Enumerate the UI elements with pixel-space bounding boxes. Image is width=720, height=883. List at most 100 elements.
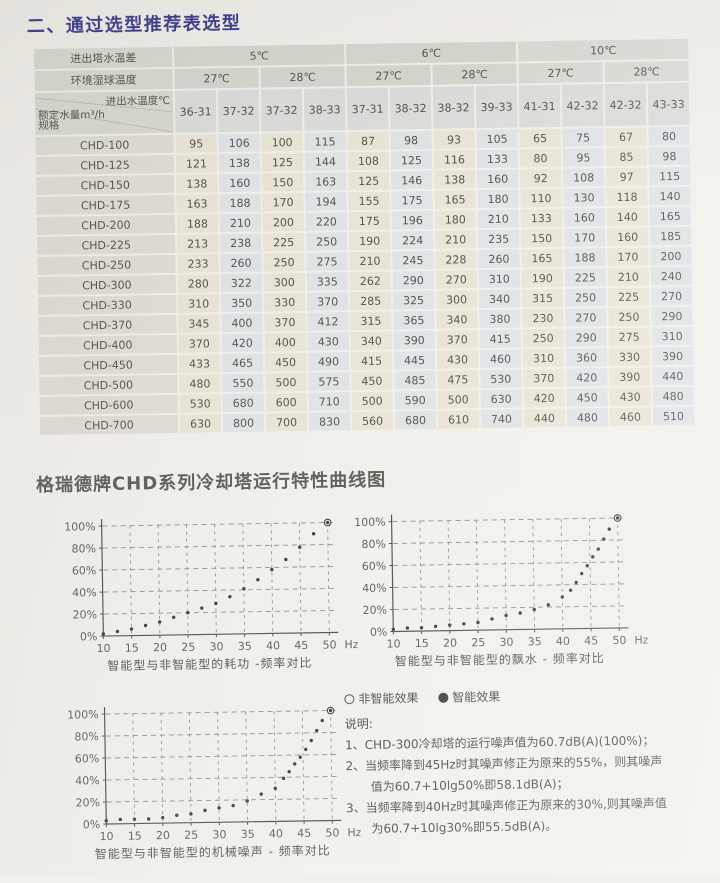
value-cell: 138 xyxy=(176,174,217,193)
inout-temp-cell: 42-32 xyxy=(562,84,604,127)
value-cell: 530 xyxy=(480,369,521,388)
model-cell: CHD-600 xyxy=(40,395,178,415)
value-cell: 630 xyxy=(481,389,522,408)
value-cell: 250 xyxy=(523,329,564,348)
svg-text:100%: 100% xyxy=(354,516,386,529)
inout-temp-cell: 38-32 xyxy=(433,86,475,129)
chart-caption: 智能型与非智能型的飘水 - 频率对比 xyxy=(352,649,648,671)
value-cell: 130 xyxy=(563,188,604,207)
value-cell: 340 xyxy=(351,331,392,350)
value-cell: 180 xyxy=(477,189,518,208)
value-cell: 440 xyxy=(652,367,693,386)
value-cell: 830 xyxy=(309,412,350,431)
value-cell: 196 xyxy=(392,211,433,230)
value-cell: 110 xyxy=(520,189,561,208)
value-cell: 480 xyxy=(653,387,694,406)
wetbulb-cell: 27℃ xyxy=(518,62,602,83)
value-cell: 285 xyxy=(350,291,391,310)
value-cell: 325 xyxy=(393,291,434,310)
value-cell: 370 xyxy=(523,369,564,388)
svg-text:50: 50 xyxy=(612,634,626,647)
model-cell: CHD-250 xyxy=(37,255,175,275)
value-cell: 125 xyxy=(391,151,432,170)
value-cell: 500 xyxy=(438,390,479,409)
value-cell: 370 xyxy=(307,292,348,311)
tempdiff-10c: 10℃ xyxy=(518,39,688,62)
inout-temp-cell: 36-31 xyxy=(175,90,217,133)
value-cell: 280 xyxy=(178,274,219,293)
model-cell: CHD-175 xyxy=(36,195,174,215)
inout-temp-cell: 37-32 xyxy=(218,90,260,133)
tempdiff-6c: 6℃ xyxy=(346,42,516,65)
value-cell: 420 xyxy=(566,368,607,387)
model-cell: CHD-125 xyxy=(36,155,174,175)
value-cell: 530 xyxy=(180,394,221,413)
value-cell: 460 xyxy=(480,349,521,368)
value-cell: 210 xyxy=(220,214,261,233)
value-cell: 194 xyxy=(305,192,346,211)
model-cell: CHD-700 xyxy=(40,415,178,435)
svg-text:20: 20 xyxy=(156,829,170,842)
svg-text:35: 35 xyxy=(241,828,255,841)
value-cell: 740 xyxy=(481,409,522,428)
value-cell: 270 xyxy=(651,287,692,306)
svg-text:45: 45 xyxy=(294,639,308,652)
value-cell: 106 xyxy=(218,134,259,153)
svg-text:40: 40 xyxy=(556,635,570,648)
model-cell: CHD-100 xyxy=(36,135,174,155)
svg-text:45: 45 xyxy=(297,827,311,840)
value-cell: 710 xyxy=(309,392,350,411)
value-cell: 510 xyxy=(653,407,694,426)
tempdiff-label: 进出塔水温差 xyxy=(34,47,172,69)
value-cell: 480 xyxy=(179,374,220,393)
wetbulb-label: 环境湿球温度 xyxy=(34,69,172,91)
svg-text:80%: 80% xyxy=(361,538,386,551)
value-cell: 465 xyxy=(222,354,263,373)
value-cell: 575 xyxy=(308,372,349,391)
value-cell: 150 xyxy=(521,229,562,248)
value-cell: 210 xyxy=(435,230,476,249)
value-cell: 116 xyxy=(434,150,475,169)
value-cell: 275 xyxy=(306,252,347,271)
value-cell: 315 xyxy=(522,289,563,308)
svg-text:35: 35 xyxy=(238,640,252,653)
value-cell: 98 xyxy=(390,131,431,150)
inout-temp-cell: 37-32 xyxy=(261,89,303,132)
corner-inout-label: 进出水温度℃ xyxy=(106,93,171,109)
model-cell: CHD-300 xyxy=(38,275,176,295)
value-cell: 335 xyxy=(307,272,348,291)
value-cell: 133 xyxy=(521,209,562,228)
value-cell: 440 xyxy=(524,409,565,428)
value-cell: 290 xyxy=(393,271,434,290)
value-cell: 163 xyxy=(176,194,217,213)
svg-text:40%: 40% xyxy=(72,586,97,599)
value-cell: 138 xyxy=(219,154,260,173)
value-cell: 250 xyxy=(263,253,304,272)
value-cell: 310 xyxy=(479,269,520,288)
svg-text:30: 30 xyxy=(209,640,223,653)
value-cell: 225 xyxy=(263,233,304,252)
value-cell: 125 xyxy=(262,153,303,172)
value-cell: 370 xyxy=(179,334,220,353)
svg-text:40%: 40% xyxy=(362,582,387,595)
value-cell: 225 xyxy=(608,287,649,306)
svg-text:0%: 0% xyxy=(370,626,388,639)
inout-temp-cell: 37-31 xyxy=(347,88,389,131)
value-cell: 500 xyxy=(265,373,306,392)
svg-text:60%: 60% xyxy=(75,752,100,765)
value-cell: 163 xyxy=(305,172,346,191)
value-cell: 125 xyxy=(348,172,389,191)
svg-text:35: 35 xyxy=(528,635,542,648)
value-cell: 165 xyxy=(521,249,562,268)
value-cell: 210 xyxy=(349,252,390,271)
model-cell: CHD-450 xyxy=(39,355,177,375)
svg-text:0%: 0% xyxy=(80,630,98,643)
value-cell: 65 xyxy=(519,129,560,148)
value-cell: 180 xyxy=(435,210,476,229)
value-cell: 490 xyxy=(308,352,349,371)
svg-text:Hz: Hz xyxy=(634,633,647,646)
svg-text:45: 45 xyxy=(584,634,598,647)
